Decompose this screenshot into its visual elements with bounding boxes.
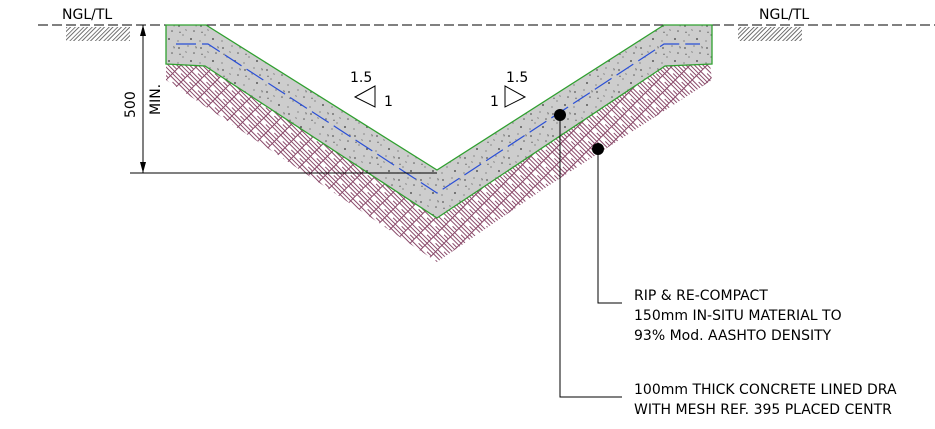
dimension-arrow-top <box>140 25 146 36</box>
ground-hatch-left <box>66 27 130 41</box>
concrete-lining <box>165 24 713 219</box>
slope-left-rise: 1 <box>384 94 393 110</box>
subgrade-leader-line <box>597 149 622 304</box>
dimension-value: 500 <box>123 91 139 118</box>
slope-triangle-right <box>504 85 527 108</box>
rip-note-line-1: RIP & RE-COMPACT <box>634 288 768 304</box>
concrete-leader-line <box>559 115 622 398</box>
mesh-centreline <box>176 43 700 194</box>
ngl-label-right: NGL/TL <box>759 7 809 23</box>
ground-hatch-right <box>738 27 802 41</box>
slope-triangle-left <box>353 85 376 108</box>
concrete-note-line-2: WITH MESH REF. 395 PLACED CENTR <box>634 402 892 418</box>
concrete-note-line-1: 100mm THICK CONCRETE LINED DRA <box>634 382 897 398</box>
slope-right-rise: 1 <box>490 94 499 110</box>
rip-note-line-3: 93% Mod. AASHTO DENSITY <box>634 328 832 344</box>
dimension-note: MIN. <box>148 84 164 115</box>
slope-left-run: 1.5 <box>350 70 372 86</box>
rip-note-line-2: 150mm IN-SITU MATERIAL TO <box>634 308 842 324</box>
ngl-label-left: NGL/TL <box>62 7 112 23</box>
dimension-arrow-bottom <box>140 162 146 173</box>
subgrade-zone <box>166 64 712 262</box>
slope-right-run: 1.5 <box>506 70 528 86</box>
